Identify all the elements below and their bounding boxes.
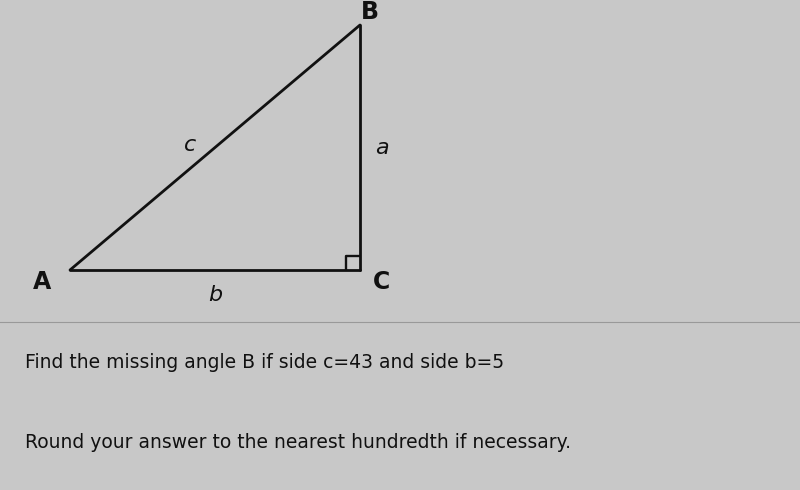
Text: Find the missing angle B if side c=43 and side b=5: Find the missing angle B if side c=43 an…: [25, 353, 504, 372]
Text: b: b: [208, 285, 222, 305]
Text: C: C: [374, 270, 390, 294]
Text: Round your answer to the nearest hundredth if necessary.: Round your answer to the nearest hundred…: [25, 433, 571, 452]
Text: B: B: [361, 0, 379, 24]
Text: c: c: [184, 135, 196, 155]
Text: A: A: [33, 270, 51, 294]
Text: a: a: [375, 138, 389, 158]
